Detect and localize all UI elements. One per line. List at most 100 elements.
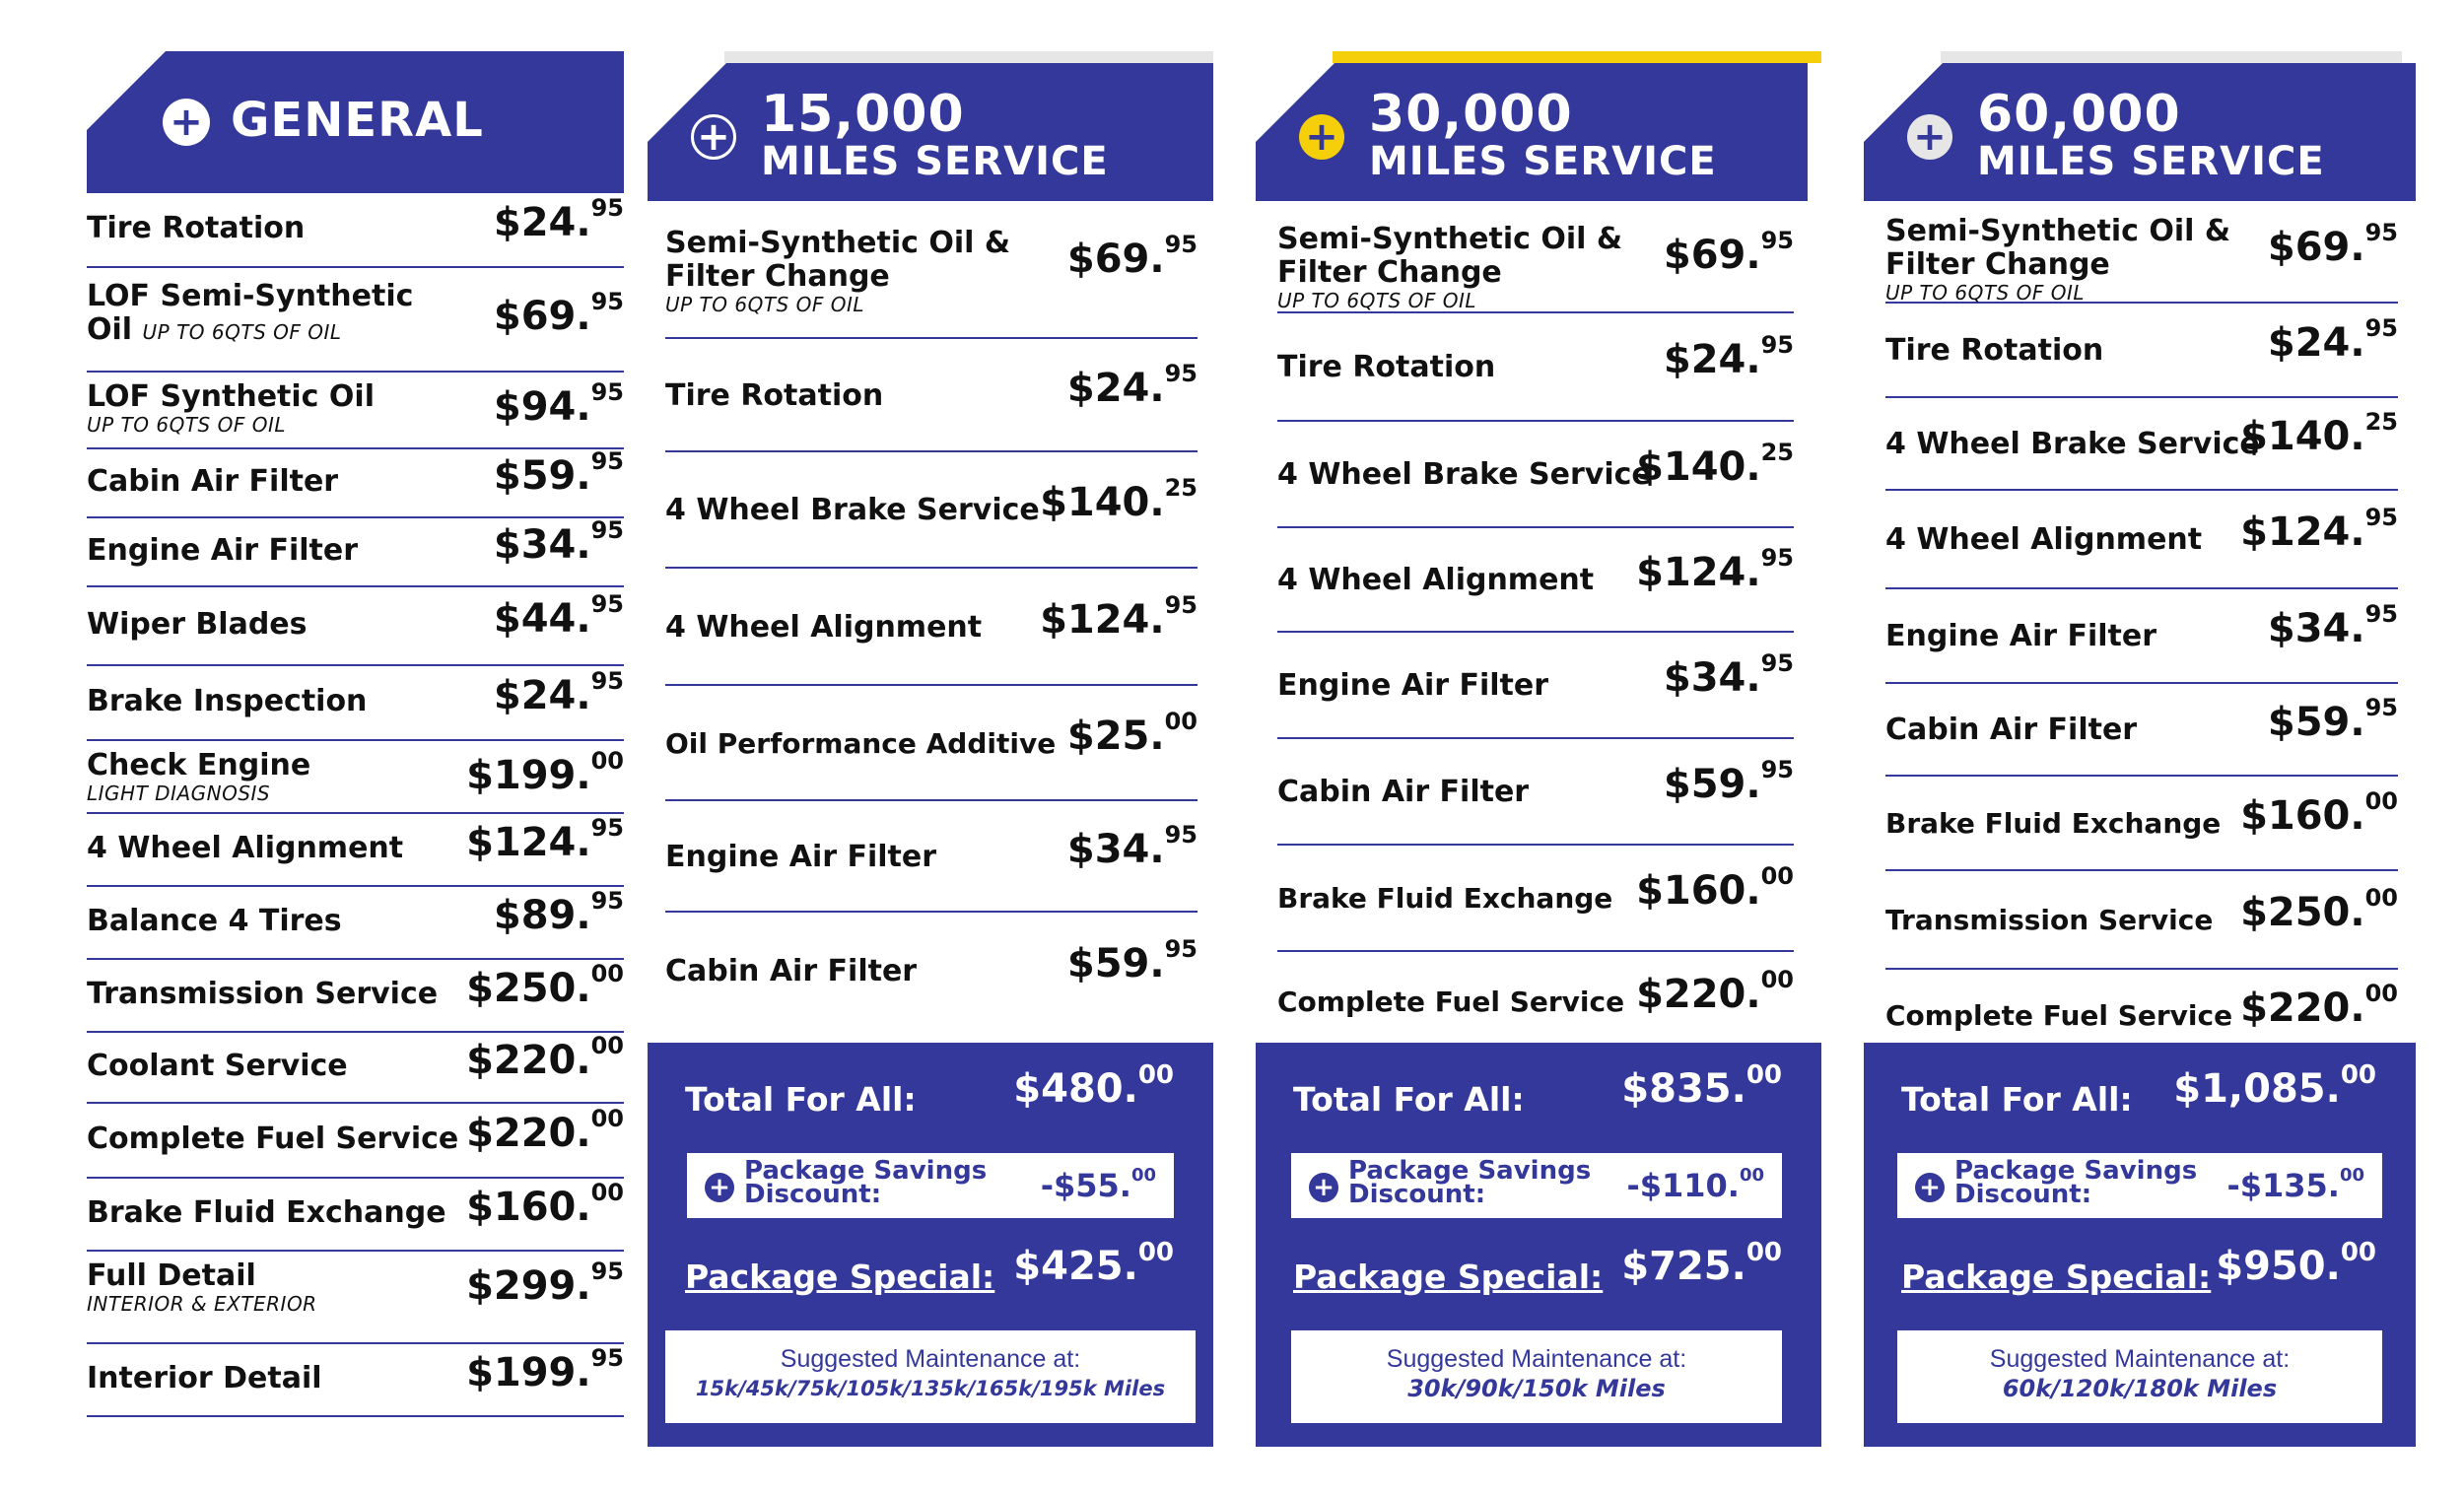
service-name: Complete Fuel Service (1885, 999, 2280, 1033)
price-dollars: $59. (493, 453, 591, 499)
savings-label: Package Savings Discount: (1348, 1156, 1592, 1209)
price-dollars: $69. (1066, 237, 1165, 282)
price-cents: 00 (1760, 966, 1794, 993)
service-name-text: Engine Air Filter (665, 839, 937, 874)
service-name-text: LOF Semi-Synthetic Oil (87, 279, 414, 347)
package-mileage: 60,000 (1977, 85, 2181, 144)
service-name-text: Cabin Air Filter (1885, 713, 2138, 747)
price-cents: 95 (1164, 359, 1198, 387)
price-cents: 00 (590, 1105, 624, 1132)
amount-dollars: $725. (1621, 1244, 1746, 1289)
price-dollars: $69. (2267, 225, 2365, 270)
service-price: $44.95 (494, 590, 624, 642)
service-name-text: Engine Air Filter (1277, 668, 1549, 703)
general-title: GENERAL (231, 93, 484, 148)
service-price: $124.95 (466, 814, 624, 865)
price-dollars: $199. (466, 1350, 591, 1395)
total-label: Total For All: (1901, 1080, 2133, 1119)
amount-dollars: $480. (1013, 1066, 1138, 1112)
savings-amount: -$110.00 (1626, 1165, 1764, 1204)
plus-circle-icon: + (163, 99, 210, 146)
amount-dollars: $950. (2216, 1244, 2341, 1289)
service-name: Complete Fuel Service (87, 1122, 461, 1156)
service-price: $59.95 (493, 447, 624, 499)
price-row-lof-semi-synthetic-oil: LOF Semi-Synthetic Oil UP TO 6QTS OF OIL… (87, 268, 624, 373)
price-dollars: $24. (1066, 365, 1165, 411)
price-row-complete-fuel-service: Complete Fuel Service $220.00 (1885, 970, 2398, 1062)
service-name-text: Brake Fluid Exchange (87, 1195, 446, 1230)
price-cents: 95 (1164, 231, 1198, 258)
service-note: UP TO 6QTS OF OIL (1885, 281, 2085, 305)
general-header: + GENERAL (87, 51, 624, 193)
service-price: $89.95 (494, 887, 624, 938)
amount-dollars: -$135. (2226, 1167, 2340, 1204)
service-name: Engine Air Filter (665, 839, 1060, 874)
service-name-text: Brake Fluid Exchange (1885, 807, 2222, 840)
header-accent-bar (724, 51, 1213, 63)
service-name: 4 Wheel Brake Service (1277, 458, 1672, 492)
price-cents: 95 (590, 590, 624, 618)
amount-cents: 00 (1130, 1165, 1156, 1186)
service-price: $299.95 (466, 1258, 624, 1309)
price-dollars: $220. (2240, 986, 2365, 1031)
service-name: Interior Detail (87, 1362, 461, 1395)
price-cents: 95 (590, 288, 624, 315)
package-special-label: Package Special: (1901, 1258, 2212, 1296)
price-dollars: $34. (2267, 606, 2365, 651)
price-dollars: $250. (466, 966, 591, 1011)
price-cents: 25 (2364, 408, 2398, 436)
service-name: 4 Wheel Alignment (1277, 564, 1672, 597)
service-price: $34.95 (494, 516, 624, 568)
service-name: LOF Semi-Synthetic Oil UP TO 6QTS OF OIL (87, 280, 432, 349)
service-price: $160.00 (466, 1179, 624, 1230)
service-price: $220.00 (1636, 966, 1794, 1017)
price-cents: 95 (1760, 331, 1794, 359)
amount-dollars: $1,085. (2173, 1066, 2341, 1112)
price-row-4-wheel-alignment: 4 Wheel Alignment $124.95 (1885, 491, 2398, 589)
service-name: Cabin Air Filter (1277, 776, 1672, 809)
price-row-cabin-air-filter: Cabin Air Filter $59.95 (87, 447, 624, 518)
service-name-text: Full Detail (87, 1258, 256, 1293)
package-special-amount: $425.00 (1013, 1238, 1174, 1289)
service-name-text: Transmission Service (1885, 904, 2214, 936)
package-savings-box: + Package Savings Discount: -$110.00 (1291, 1153, 1782, 1218)
service-price: $34.95 (1067, 821, 1198, 872)
package-mileage: 30,000 (1369, 85, 1573, 144)
service-name-text: Brake Fluid Exchange (1277, 882, 1613, 915)
price-row-semi-synthetic-oil-filter-change: Semi-Synthetic Oil & Filter Change UP TO … (665, 219, 1198, 339)
price-row-4-wheel-alignment: 4 Wheel Alignment $124.95 (1277, 528, 1794, 633)
price-row-engine-air-filter: Engine Air Filter $34.95 (665, 801, 1198, 913)
price-row-complete-fuel-service: Complete Fuel Service $220.00 (87, 1104, 624, 1179)
suggested-miles: 60k/120k/180k Miles (2002, 1375, 2278, 1402)
amount-dollars: $425. (1013, 1244, 1138, 1289)
price-cents: 95 (1760, 649, 1794, 677)
price-row-transmission-service: Transmission Service $250.00 (87, 960, 624, 1033)
price-dollars: $299. (466, 1263, 591, 1309)
service-note: UP TO 6QTS OF OIL (665, 293, 864, 316)
service-price: $69.95 (1664, 227, 1794, 278)
price-dollars: $24. (1663, 337, 1761, 382)
service-name-text: 4 Wheel Brake Service (1885, 427, 2260, 461)
price-row-brake-fluid-exchange: Brake Fluid Exchange $160.00 (87, 1179, 624, 1252)
price-dollars: $140. (2240, 414, 2365, 459)
service-name: Complete Fuel Service (1277, 986, 1672, 1019)
suggested-label: Suggested Maintenance at: (1386, 1345, 1687, 1373)
price-dollars: $124. (1636, 550, 1761, 595)
price-row-4-wheel-brake-service: 4 Wheel Brake Service $140.25 (1885, 398, 2398, 491)
price-row-tire-rotation: Tire Rotation $24.95 (665, 339, 1198, 452)
service-name: Engine Air Filter (1277, 669, 1672, 703)
service-name-text: Engine Air Filter (87, 533, 359, 568)
price-cents: 00 (2364, 980, 2398, 1007)
price-dollars: $124. (1040, 596, 1165, 643)
package-summary: Total For All: $480.00 + Package Savings Di… (648, 1043, 1213, 1447)
price-dollars: $124. (466, 820, 591, 865)
suggested-miles: 30k/90k/150k Miles (1407, 1375, 1666, 1402)
service-name: Oil Performance Additive (665, 727, 1060, 761)
total-amount: $835.00 (1621, 1060, 1782, 1112)
service-name: 4 Wheel Alignment (1885, 523, 2280, 557)
service-name-text: Engine Air Filter (1885, 619, 2157, 653)
amount-dollars: -$55. (1040, 1167, 1131, 1204)
service-name-text: 4 Wheel Brake Service (1277, 457, 1652, 492)
service-name-text: 4 Wheel Brake Service (665, 493, 1040, 527)
service-name: Engine Air Filter (87, 534, 461, 568)
